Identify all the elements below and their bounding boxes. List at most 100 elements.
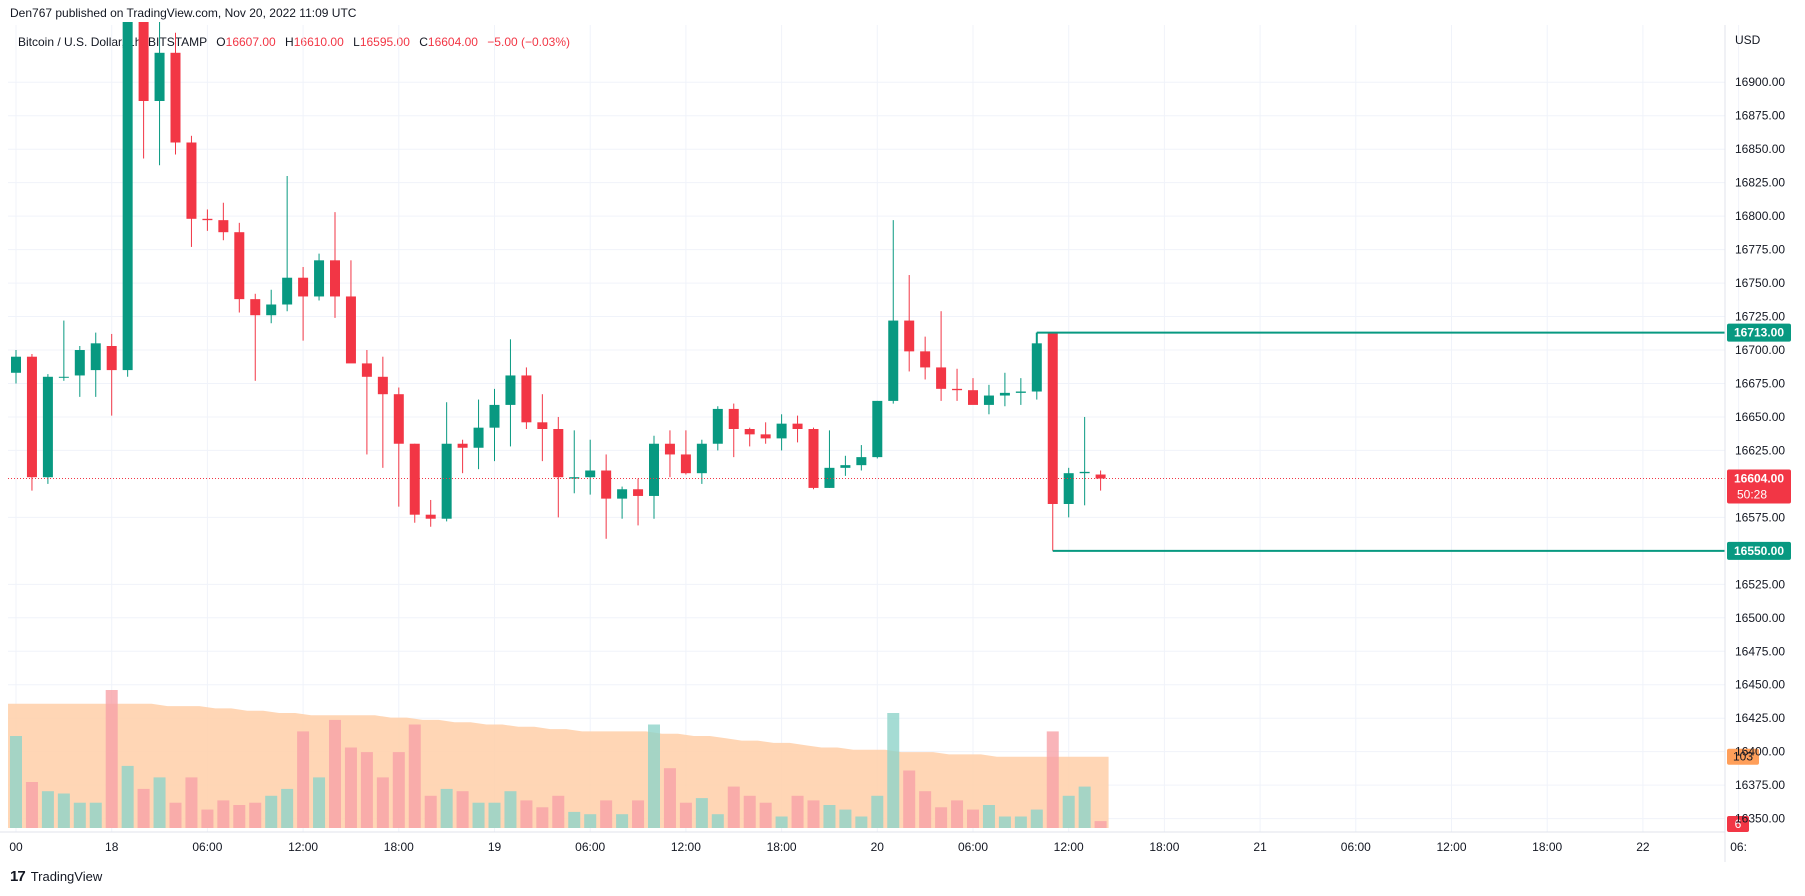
candle	[664, 430, 675, 478]
x-tick-label: 22	[1636, 840, 1650, 854]
candle-body	[218, 220, 229, 233]
candle	[760, 422, 771, 444]
volume-bar	[967, 809, 979, 828]
candle	[234, 222, 245, 313]
candle	[393, 387, 404, 507]
candle	[250, 293, 261, 381]
volume-bar	[1014, 816, 1027, 828]
volume-bar	[456, 791, 469, 828]
volume-bar	[73, 802, 86, 828]
x-tick-label: 06:	[1730, 840, 1747, 854]
y-tick-label: 16575.00	[1735, 510, 1785, 524]
candle	[409, 443, 420, 523]
candle	[202, 209, 213, 231]
y-tick-label: 16450.00	[1735, 678, 1785, 692]
volume-bar	[504, 791, 517, 828]
candle-body	[505, 375, 516, 405]
candle-body	[776, 423, 787, 439]
candle-body	[202, 218, 213, 221]
volume-bar	[1030, 809, 1043, 828]
candle-body	[26, 356, 37, 478]
y-tick-label: 16675.00	[1735, 376, 1785, 390]
volume-bar	[472, 802, 485, 828]
candle-body	[537, 422, 548, 430]
volume-bar	[376, 777, 389, 828]
y-tick-label: 16500.00	[1735, 611, 1785, 625]
countdown-label: 50:28	[1737, 488, 1767, 502]
y-tick-label: 16750.00	[1735, 276, 1785, 290]
candle	[425, 499, 436, 527]
volume-bar	[711, 814, 724, 828]
tradingview-logo-icon: 17	[10, 868, 26, 885]
volume-bar	[41, 791, 54, 828]
candle	[457, 439, 468, 474]
volume-ma-tag	[1727, 748, 1759, 765]
candle-body	[1079, 471, 1090, 474]
candle-body	[154, 52, 165, 101]
candle	[680, 430, 691, 475]
volume-bar	[137, 788, 150, 828]
y-tick-label: 16725.00	[1735, 310, 1785, 324]
candle-body	[728, 408, 739, 430]
candle-body	[712, 408, 723, 444]
candle	[521, 367, 532, 430]
volume-bar	[663, 768, 676, 828]
candle	[441, 402, 452, 522]
axes: 16900.00 16875.00 16850.00 16825.00 16800.00…	[0, 25, 1785, 862]
volume-bar	[743, 795, 756, 828]
candle	[154, 22, 165, 166]
level-price-label: 16713.00	[1734, 326, 1784, 340]
volume-bar	[632, 800, 645, 828]
volume-bar	[185, 777, 198, 828]
volume-bar	[392, 752, 405, 828]
candle-body	[393, 394, 404, 444]
candle-body	[473, 427, 484, 448]
candle	[218, 202, 229, 241]
candle	[1095, 470, 1106, 491]
candle-body	[872, 400, 883, 458]
x-tick-label: 06:00	[575, 840, 605, 854]
x-tick-label: 18:00	[1149, 840, 1179, 854]
volume-bar	[759, 802, 772, 828]
candle	[601, 454, 612, 539]
candle	[74, 346, 85, 397]
candle	[138, 22, 149, 159]
volume-bar	[982, 805, 995, 828]
volume-bar	[360, 752, 373, 828]
volume-bar	[169, 802, 182, 828]
candle	[712, 406, 723, 451]
level-lines: 16713.00 16550.00 16604.00 50:28 103 6	[8, 323, 1791, 832]
volume-bar	[249, 802, 262, 828]
volume-bar	[887, 713, 900, 828]
volume-bar	[344, 747, 357, 828]
x-tick-label: 12:00	[1054, 840, 1084, 854]
candle-body	[361, 363, 372, 377]
candle	[888, 220, 899, 404]
level-price-tag	[1727, 541, 1791, 560]
volume-bar	[998, 816, 1011, 828]
footer-brand: 17 TradingView	[10, 868, 102, 885]
candle	[282, 175, 293, 312]
volume-bar	[89, 802, 102, 828]
candle	[920, 336, 931, 380]
change-value: −5.00 (−0.03%)	[487, 35, 571, 49]
volume-bar	[871, 795, 884, 828]
candle-body	[282, 277, 293, 305]
candle-body	[617, 489, 628, 499]
x-tick-label: 18	[105, 840, 119, 854]
volume-bar	[616, 814, 629, 828]
volume-bar	[153, 777, 166, 828]
candle	[744, 427, 755, 447]
candle	[792, 415, 803, 443]
candle	[999, 372, 1010, 407]
x-tick-label: 19	[488, 840, 502, 854]
x-tick-label: 21	[1253, 840, 1267, 854]
volume-bar	[10, 736, 22, 828]
y-tick-label: 16425.00	[1735, 711, 1785, 725]
candle	[936, 311, 947, 401]
candle	[633, 478, 644, 526]
candle-body	[649, 443, 659, 496]
volume-bar	[1078, 786, 1091, 828]
candle-body	[808, 429, 819, 488]
